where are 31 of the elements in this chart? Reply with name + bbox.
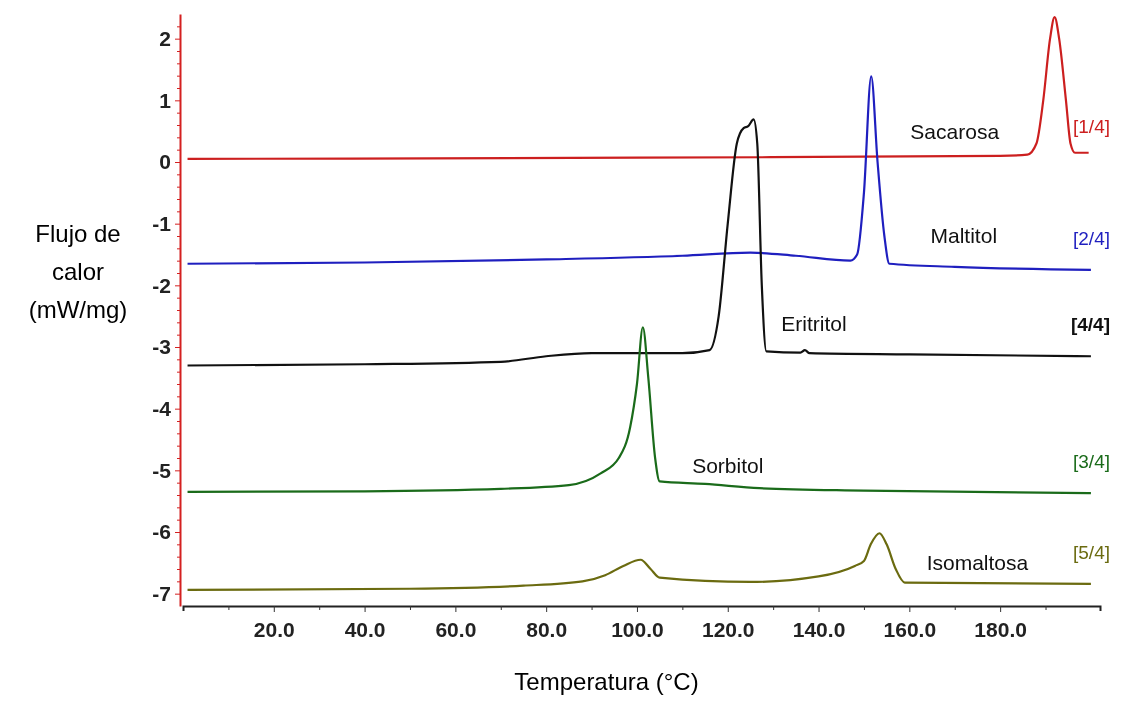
y-tick-label: -5: [152, 458, 172, 482]
x-tick-label: 40.0: [344, 618, 386, 642]
x-tick-label: 160.0: [883, 618, 937, 642]
series-label: Sorbitol: [692, 454, 764, 478]
y-tick-label: -7: [152, 581, 171, 605]
annotation: [4/4]: [1070, 314, 1110, 336]
x-tick-label: 140.0: [792, 618, 846, 642]
x-tick-label: 120.0: [701, 618, 755, 642]
annotation: [5/4]: [1073, 541, 1110, 563]
x-tick-label: 20.0: [253, 618, 295, 642]
y-tick-label: -1: [152, 211, 172, 235]
series-label: Maltitol: [930, 223, 998, 247]
annotation: [3/4]: [1073, 451, 1110, 473]
y-axis-title: Flujo de calor (mW/mg): [28, 220, 128, 323]
y-tick-label: -4: [152, 396, 172, 420]
y-tick-label: -3: [152, 335, 171, 359]
y-tick-label: 1: [159, 88, 172, 112]
x-tick-label: 80.0: [526, 618, 568, 642]
y-tick-label: -2: [152, 273, 171, 297]
x-tick-label: 60.0: [435, 618, 477, 642]
x-tick-label: 100.0: [611, 618, 664, 642]
series-label: Sacarosa: [910, 119, 1000, 143]
y-tick-label: 0: [159, 150, 171, 174]
x-tick-label: 180.0: [974, 618, 1027, 642]
annotation: [1/4]: [1073, 115, 1110, 137]
x-axis-title: Temperatura (°C): [514, 668, 699, 695]
y-tick-label: -6: [152, 520, 171, 544]
series-label: Eritritol: [781, 312, 847, 336]
annotation: [2/4]: [1073, 227, 1110, 249]
y-tick-label: 2: [159, 26, 171, 50]
series-label: Isomaltosa: [926, 550, 1029, 574]
